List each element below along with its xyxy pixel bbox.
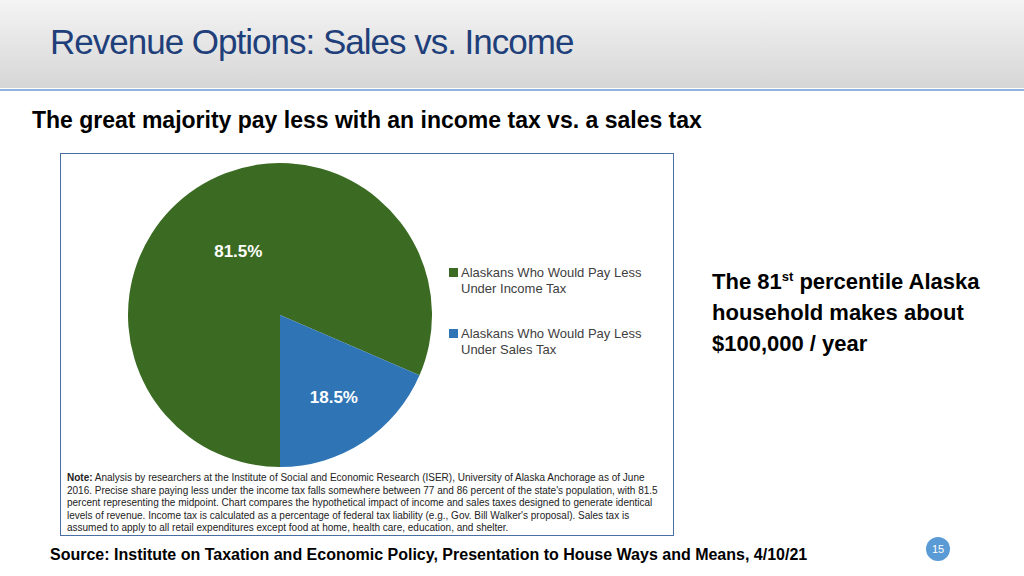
html-text:15: 15 xyxy=(931,543,945,555)
html-text:Alaskans Who Would Pay Less Un: Alaskans Who Would Pay Less Under Income… xyxy=(461,265,642,296)
svg-text:18.5%: 18.5% xyxy=(310,388,358,407)
html-text:The 81stpercentile Alaska hous: The 81stpercentile Alaska household make… xyxy=(712,268,980,356)
html-text:The great majority pay less wi: The great majority pay less with an inco… xyxy=(32,107,702,133)
html-text:Alaskans Who Would Pay Less Un: Alaskans Who Would Pay Less Under Sales … xyxy=(461,326,642,357)
svg-text:81.5%: 81.5% xyxy=(214,242,262,261)
html-text:Revenue Options: Sales vs. Inc: Revenue Options: Sales vs. Income xyxy=(50,22,574,61)
html-text:Source: Institute on Taxation: Source: Institute on Taxation and Econom… xyxy=(50,546,808,563)
html-text:Note: Analysis by researchers: Note: Analysis by researchers at the Ins… xyxy=(67,472,658,534)
